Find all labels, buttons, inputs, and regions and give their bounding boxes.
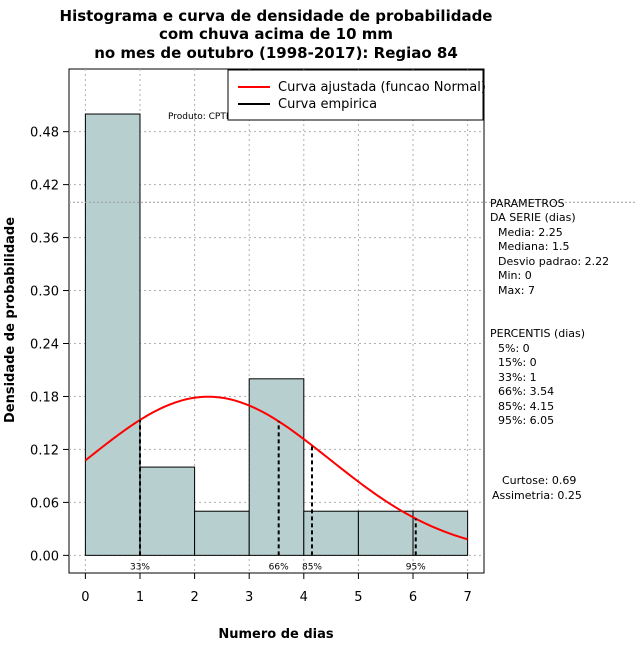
percentile-15: 15%: 0	[498, 356, 537, 369]
y-axis-title: Densidade de probabilidade	[3, 217, 18, 423]
parameters-panel: PARAMETROS DA SERIE (dias) Media: 2.25 M…	[490, 197, 609, 297]
x-tick-label: 2	[190, 590, 198, 605]
y-tick-label: 0.18	[30, 390, 59, 405]
stat-curtose: Curtose: 0.69	[502, 474, 576, 487]
percentile-85: 85%: 4.15	[498, 400, 554, 413]
legend-label-fitted: Curva ajustada (funcao Normal)	[278, 80, 486, 95]
parameters-subtitle: DA SERIE (dias)	[490, 211, 576, 224]
percentile-5: 5%: 0	[498, 342, 530, 355]
percentile-label: 85%	[302, 562, 322, 572]
percentiles-title: PERCENTIS (dias)	[490, 327, 585, 340]
percentile-label: 66%	[269, 562, 289, 572]
x-tick-label: 4	[300, 590, 308, 605]
param-mediana: Mediana: 1.5	[498, 240, 569, 253]
y-tick-label: 0.00	[30, 549, 59, 564]
percentiles-panel: PERCENTIS (dias) 5%: 0 15%: 0 33%: 1 66%…	[490, 327, 585, 427]
histogram-bar	[357, 510, 414, 556]
percentile-label: 95%	[406, 562, 426, 572]
histogram-bar	[248, 378, 305, 556]
x-tick-label: 0	[81, 590, 89, 605]
product-annotation: Produto: CPTEC/INPE	[168, 112, 262, 122]
percentile-layer: 33% 66% 85% 95%	[130, 419, 426, 572]
y-tick-label: 0.30	[30, 285, 59, 300]
histogram-bar	[194, 510, 250, 556]
legend-label-empirical: Curva empirica	[278, 97, 377, 112]
axes-layer: 0 1 2 3 4 5 6 7 0.00 0.06 0.12 0.18 0.24 0.30 0.36 0.42…	[30, 126, 472, 605]
parameters-title: PARAMETROS	[490, 197, 565, 210]
legend-box	[227, 69, 484, 121]
y-tick-label: 0.48	[30, 126, 59, 141]
x-tick-label: 5	[354, 590, 362, 605]
x-tick-label: 1	[136, 590, 144, 605]
x-tick-label: 7	[463, 590, 471, 605]
histogram-bar	[139, 466, 196, 556]
fitted-normal-curve	[84, 395, 468, 541]
param-min: Min: 0	[498, 269, 532, 282]
param-media: Media: 2.25	[498, 226, 563, 239]
y-tick-label: 0.36	[30, 232, 59, 247]
bars-layer	[84, 113, 469, 556]
x-tick-label: 3	[245, 590, 253, 605]
shape-stats-panel: Curtose: 0.69 Assimetria: 0.25	[492, 474, 582, 502]
y-tick-label: 0.06	[30, 496, 59, 511]
y-tick-label: 0.12	[30, 443, 59, 458]
y-tick-label: 0.42	[30, 179, 59, 194]
percentile-95: 95%: 6.05	[498, 414, 554, 427]
param-max: Max: 7	[498, 284, 535, 297]
x-tick-label: 6	[409, 590, 417, 605]
chart-title-line-3: no mes de outubro (1998-2017): Regiao 84	[94, 44, 458, 62]
percentile-33: 33%: 1	[498, 371, 537, 384]
chart-title-line-2: com chuva acima de 10 mm	[159, 25, 393, 43]
curve-layer	[84, 395, 468, 541]
x-axis-title: Numero de dias	[218, 627, 334, 642]
stat-assimetria: Assimetria: 0.25	[492, 489, 582, 502]
histogram-bar	[412, 510, 469, 556]
legend: Curva ajustada (funcao Normal) Curva emp…	[227, 69, 486, 121]
y-tick-label: 0.24	[30, 338, 59, 353]
percentile-label: 33%	[130, 562, 150, 572]
histogram-bar	[84, 113, 141, 556]
param-desvio: Desvio padrao: 2.22	[498, 255, 609, 268]
plot-frame	[68, 68, 485, 574]
chart-title-line-1: Histograma e curva de densidade de proba…	[60, 7, 493, 25]
percentile-66: 66%: 3.54	[498, 385, 554, 398]
